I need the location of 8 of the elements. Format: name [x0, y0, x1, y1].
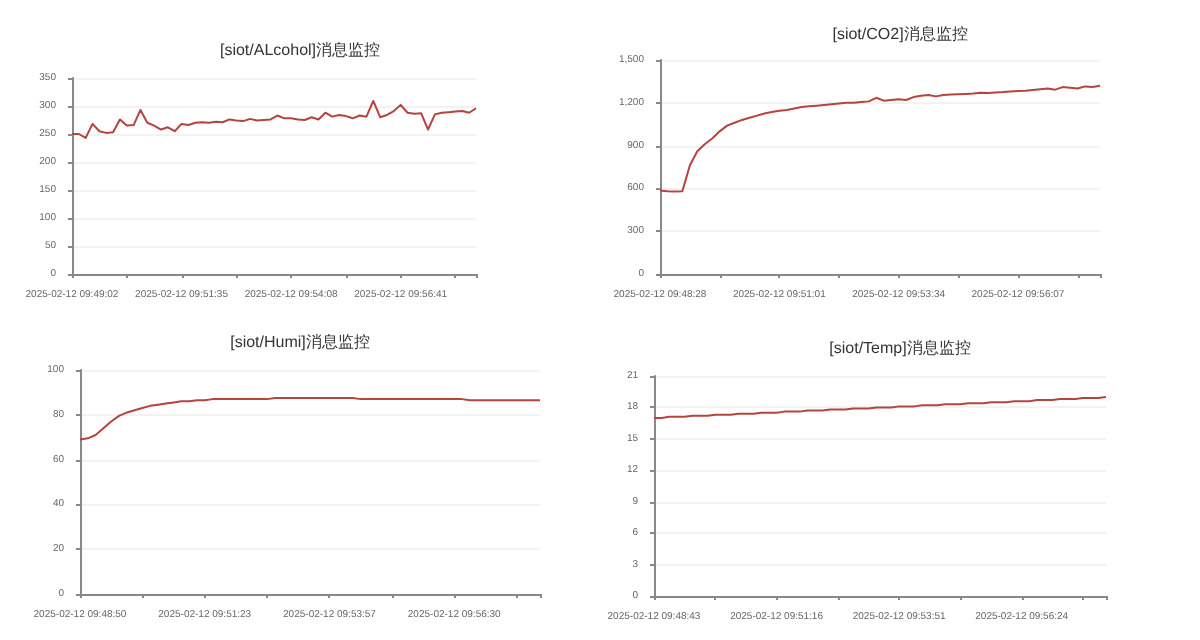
- chart-title: [siot/CO2]消息监控: [832, 25, 968, 43]
- line-series: [653, 395, 1107, 419]
- chart-title: [siot/Humi]消息监控: [230, 333, 370, 351]
- chart-title: [siot/ALcohol]消息监控: [219, 41, 381, 59]
- chart-title: [siot/Temp]消息监控: [829, 339, 971, 357]
- line-series: [79, 397, 541, 441]
- line-series: [659, 84, 1101, 193]
- line-series: [71, 99, 477, 139]
